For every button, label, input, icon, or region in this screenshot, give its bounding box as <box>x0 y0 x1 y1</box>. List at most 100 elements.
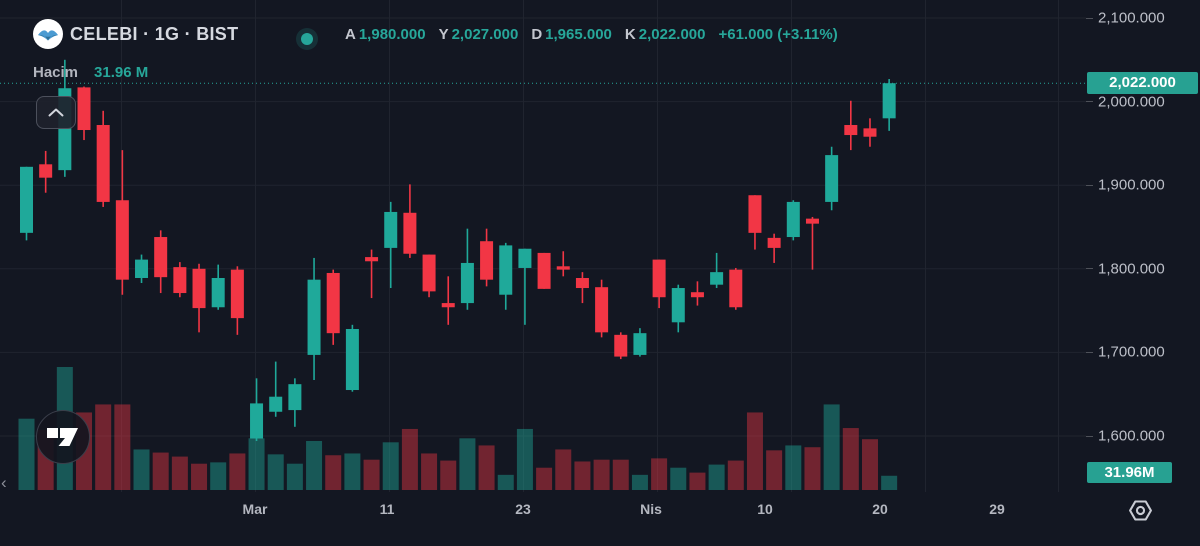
candle-body <box>518 248 532 268</box>
price-axis[interactable]: 2,100.000 2,000.000 1,900.000 1,800.000 1,70… <box>1086 0 1200 492</box>
volume-bar <box>382 442 399 490</box>
volume-bar <box>229 453 246 490</box>
ohlc-legend: A 1,980.000 Y 2,027.000 D 1,965.000 K 2,022.… <box>345 21 838 49</box>
volume-bar <box>861 439 878 490</box>
volume-bar <box>325 455 342 490</box>
candle-body <box>345 328 359 391</box>
candle-body <box>39 164 53 178</box>
volume-bar <box>171 456 188 490</box>
candle-body <box>805 218 819 224</box>
volume-bar <box>306 440 323 490</box>
candle-body <box>384 211 398 248</box>
volume-bar <box>670 467 687 490</box>
volume-bar <box>516 428 533 490</box>
volume-bar <box>497 474 514 490</box>
ohlc-close: K 2,022.000 <box>624 26 706 43</box>
candle-body <box>844 125 858 136</box>
volume-bar <box>804 447 821 490</box>
ohlc-open: A 1,980.000 <box>345 26 426 43</box>
volume-bar <box>766 450 783 490</box>
timezone-settings-button[interactable] <box>1126 496 1154 524</box>
gear-icon <box>1128 499 1152 521</box>
volume-bar <box>881 475 898 490</box>
volume-bar <box>114 404 131 490</box>
volume-bar <box>708 464 725 490</box>
volume-bar <box>363 459 380 490</box>
volume-label: Hacim <box>33 64 79 81</box>
volume-bar <box>536 467 553 490</box>
time-axis-label: 10 <box>757 501 773 517</box>
symbol-logo[interactable] <box>33 19 63 49</box>
candle-body <box>575 277 589 289</box>
time-axis-label: 23 <box>515 501 531 517</box>
time-axis-label: Mar <box>242 501 268 517</box>
volume-bar <box>421 453 438 490</box>
symbol-title[interactable]: CELEBI · 1G · BIST <box>70 24 239 44</box>
price-change: +61.000 (+3.11%) <box>718 26 838 43</box>
volume-bar <box>651 458 668 490</box>
candle-body <box>96 125 110 202</box>
candle-body <box>326 272 340 334</box>
candle-body <box>748 195 762 233</box>
volume-bar <box>152 452 169 490</box>
candle-body <box>441 303 455 308</box>
time-axis-label: 11 <box>379 501 395 517</box>
candle-body <box>863 128 877 137</box>
bird-icon <box>38 30 58 41</box>
candle-body <box>729 269 743 308</box>
candle-body <box>230 269 244 319</box>
volume-bar <box>401 428 418 490</box>
candle-body <box>211 277 225 308</box>
candle-body <box>786 201 800 238</box>
candle-body <box>192 268 206 309</box>
volume-bar <box>612 459 629 490</box>
price-axis-label: 1,800.000 <box>1098 260 1165 278</box>
volume-bar <box>727 460 744 490</box>
candle-body <box>154 237 168 278</box>
candle-body <box>422 254 436 292</box>
time-axis[interactable]: Mar 11 23 Nis 10 20 29 <box>0 492 1200 546</box>
time-axis-label: 29 <box>989 501 1005 517</box>
price-axis-tick <box>1086 435 1093 437</box>
price-axis-tick <box>1086 101 1093 103</box>
tradingview-logo[interactable] <box>36 410 90 464</box>
candle-body <box>710 272 724 285</box>
candle-body <box>537 252 551 289</box>
price-axis-tick <box>1086 268 1093 270</box>
candle-body <box>652 259 666 298</box>
volume-bar <box>286 463 303 490</box>
chevron-up-icon <box>48 108 64 117</box>
candle-body <box>269 396 283 412</box>
candle-body <box>365 257 379 262</box>
time-axis-label: 20 <box>872 501 888 517</box>
volume-bar <box>459 438 476 490</box>
volume-bar <box>191 463 208 490</box>
candle-body <box>173 267 187 294</box>
market-status-dot[interactable] <box>296 28 318 50</box>
candle-body <box>250 403 264 439</box>
price-axis-label: 1,700.000 <box>1098 343 1165 361</box>
scroll-left-icon[interactable]: ‹ <box>1 473 7 492</box>
volume-bar <box>842 428 859 490</box>
volume-bar <box>18 418 35 490</box>
price-axis-tick <box>1086 184 1093 186</box>
time-axis-label: Nis <box>640 501 662 517</box>
price-axis-label: 2,100.000 <box>1098 9 1165 27</box>
collapse-pane-button[interactable] <box>36 96 76 129</box>
volume-bar <box>133 449 150 490</box>
volume-bar <box>440 460 457 490</box>
price-axis-label: 2,000.000 <box>1098 93 1165 111</box>
candle-body <box>403 212 417 254</box>
volume-bar <box>631 474 648 490</box>
price-axis-tick <box>1086 351 1093 353</box>
candle-body <box>20 166 33 233</box>
volume-bar <box>210 462 227 490</box>
candle-body <box>882 83 896 119</box>
volume-bar <box>478 445 495 490</box>
volume-bar <box>574 461 591 490</box>
candle-body <box>77 87 91 131</box>
ohlc-high: Y 2,027.000 <box>438 26 519 43</box>
candle-body <box>595 287 609 333</box>
